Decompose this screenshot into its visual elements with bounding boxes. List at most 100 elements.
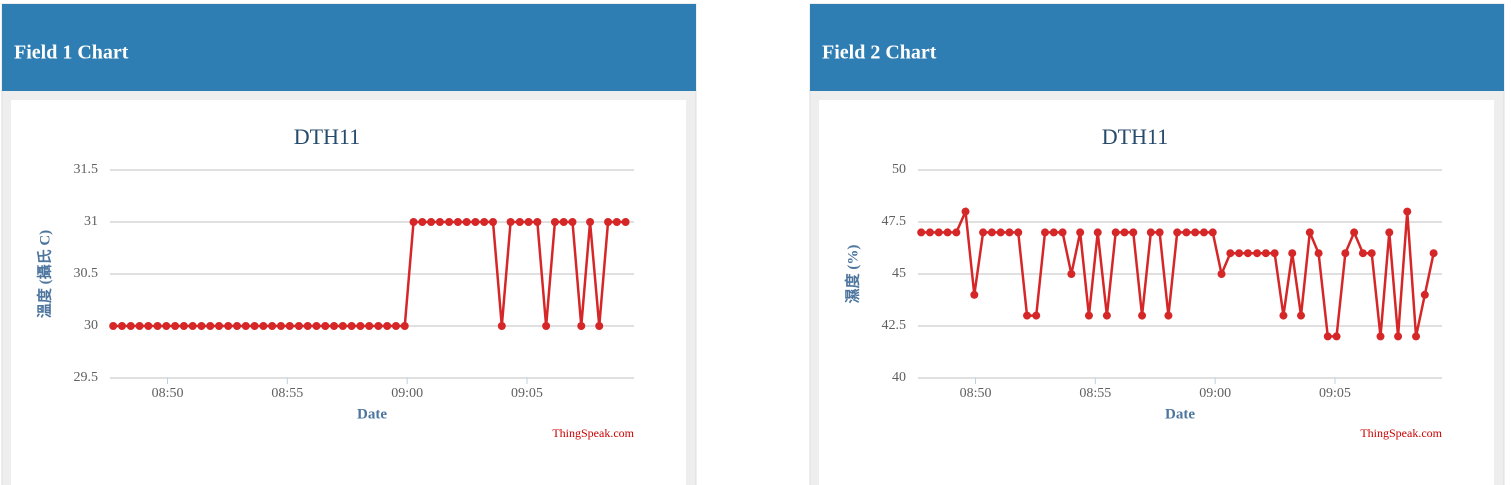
- y-tick-label: 30.5: [74, 266, 99, 281]
- data-point: [577, 322, 586, 330]
- data-point: [435, 218, 444, 226]
- data-point: [970, 290, 979, 299]
- x-tick-label: 08:55: [1079, 386, 1111, 401]
- data-point: [506, 218, 515, 226]
- data-point: [1041, 228, 1050, 237]
- data-point: [1412, 332, 1421, 341]
- data-point: [1350, 228, 1359, 237]
- data-point: [1385, 228, 1394, 237]
- data-point: [162, 322, 171, 330]
- data-point: [1376, 332, 1385, 341]
- data-point: [427, 218, 436, 226]
- panel-header: [2, 4, 696, 91]
- data-point: [1005, 228, 1014, 237]
- data-point: [996, 228, 1005, 237]
- data-point: [126, 322, 135, 330]
- data-point: [1023, 311, 1032, 320]
- data-point: [1279, 311, 1288, 320]
- data-point: [1173, 228, 1182, 237]
- y-tick-label: 50: [892, 162, 906, 177]
- data-point: [294, 322, 303, 330]
- data-point: [233, 322, 242, 330]
- panel: Field 2 Chart: [809, 3, 1505, 485]
- data-point: [1049, 228, 1058, 237]
- data-point: [1014, 228, 1023, 237]
- data-point: [250, 322, 259, 330]
- chart-title: DTH11: [1102, 124, 1168, 149]
- data-point: [1164, 311, 1173, 320]
- data-point: [1129, 228, 1138, 237]
- data-point: [934, 228, 943, 237]
- data-point: [943, 228, 952, 237]
- x-tick-label: 08:50: [152, 386, 184, 401]
- data-point: [925, 228, 934, 237]
- data-point: [303, 322, 312, 330]
- data-point: [400, 322, 409, 330]
- data-point: [515, 218, 524, 226]
- data-point: [1084, 311, 1093, 320]
- y-tick-label: 42.5: [882, 318, 907, 333]
- data-point: [356, 322, 365, 330]
- data-point: [1297, 311, 1306, 320]
- data-point: [1270, 249, 1279, 258]
- data-point: [1288, 249, 1297, 258]
- data-point: [533, 218, 542, 226]
- data-point: [1111, 228, 1120, 237]
- y-tick-label: 31: [84, 214, 98, 229]
- data-point: [117, 322, 126, 330]
- credit: ThingSpeak.com: [552, 426, 634, 440]
- data-point: [1058, 228, 1067, 237]
- data-point: [1235, 249, 1244, 258]
- x-axis-label: Date: [357, 406, 387, 422]
- y-axis-label: 溫度 (攝氏 C): [35, 230, 53, 318]
- data-point: [542, 322, 551, 330]
- data-point: [171, 322, 180, 330]
- data-point: [374, 322, 383, 330]
- data-point: [1032, 311, 1041, 320]
- data-point: [462, 218, 471, 226]
- x-tick-label: 08:55: [271, 386, 303, 401]
- data-point: [1243, 249, 1252, 258]
- data-point: [1191, 228, 1200, 237]
- data-point: [1138, 311, 1147, 320]
- data-point: [391, 322, 400, 330]
- data-point: [1261, 249, 1270, 258]
- data-point: [197, 322, 206, 330]
- data-point: [586, 218, 595, 226]
- data-point: [1367, 249, 1376, 258]
- credit: ThingSpeak.com: [1360, 426, 1442, 440]
- x-tick-label: 09:00: [391, 386, 423, 401]
- data-point: [1208, 228, 1217, 237]
- data-point: [1067, 270, 1076, 278]
- data-point: [321, 322, 330, 330]
- y-tick-label: 45: [892, 266, 906, 281]
- chart-card: [11, 100, 686, 485]
- data-point: [241, 322, 250, 330]
- data-point: [489, 218, 498, 226]
- data-point: [135, 322, 144, 330]
- data-point: [276, 322, 285, 330]
- data-point: [497, 322, 506, 330]
- data-point: [1253, 249, 1262, 258]
- data-point: [1429, 249, 1438, 258]
- data-point: [595, 322, 604, 330]
- y-tick-label: 47.5: [882, 214, 907, 229]
- data-point: [144, 322, 153, 330]
- y-tick-label: 31.5: [74, 162, 99, 177]
- data-point: [1120, 228, 1129, 237]
- data-point: [961, 207, 970, 216]
- x-tick-label: 09:00: [1199, 386, 1231, 401]
- x-tick-label: 08:50: [960, 386, 992, 401]
- chart-title: DTH11: [294, 124, 360, 149]
- data-point: [445, 218, 454, 226]
- data-point: [1155, 228, 1164, 237]
- data-point: [1093, 228, 1102, 237]
- x-tick-label: 09:05: [1319, 386, 1351, 401]
- data-point: [480, 218, 489, 226]
- data-point: [559, 218, 568, 226]
- data-point: [418, 218, 427, 226]
- data-point: [1226, 249, 1235, 258]
- panel: Field 1 Chart: [1, 3, 697, 485]
- data-point: [1076, 228, 1085, 237]
